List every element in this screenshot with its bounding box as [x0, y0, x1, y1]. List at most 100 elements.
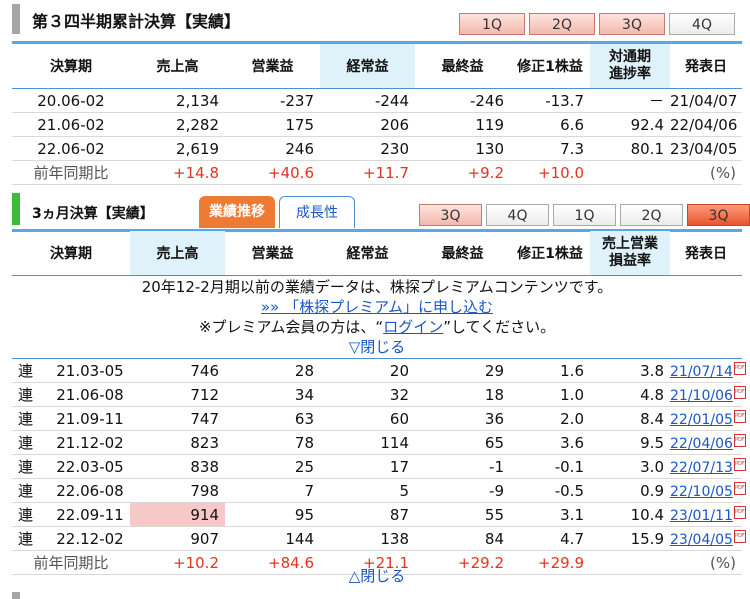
- col-margin: 売上営業 損益率: [590, 231, 670, 276]
- date-cell: 21/10/06 PDF: [670, 382, 746, 407]
- net: 84: [415, 526, 510, 551]
- date-link[interactable]: 21/07/14: [670, 363, 733, 380]
- date-link[interactable]: 22/01/05: [670, 411, 733, 428]
- tab-2q[interactable]: 2Q: [529, 13, 595, 35]
- col-progress: 対通期 進捗率: [590, 44, 670, 89]
- net: 18: [415, 382, 510, 407]
- period: 21.06-02: [12, 112, 130, 137]
- tab-growth[interactable]: 成長性: [279, 196, 355, 228]
- col-period: 決算期: [12, 231, 130, 276]
- date-link[interactable]: 21/10/06: [670, 387, 733, 404]
- tab-1q[interactable]: 1Q: [553, 204, 616, 226]
- tab-4q[interactable]: 4Q: [669, 13, 735, 35]
- margin: 3.0: [590, 454, 670, 479]
- eps: 1.0: [510, 382, 590, 407]
- date-link[interactable]: 22/04/06: [670, 435, 733, 452]
- col-ordinary: 経常益: [320, 231, 415, 276]
- date: 21/04/07: [670, 88, 742, 113]
- section1-title: 第３四半期累計決算【実績】: [32, 12, 241, 31]
- col-eps: 修正1株益: [510, 44, 590, 89]
- ordinary: 138: [320, 526, 415, 551]
- pdf-icon[interactable]: PDF: [733, 361, 746, 375]
- margin: 15.9: [590, 526, 670, 551]
- table-row: 連 21.03-05 746 28 20 29 1.6 3.8 21/07/14 PDF: [12, 358, 746, 383]
- col-ordinary: 経常益: [320, 44, 415, 89]
- period: 22.06-02: [12, 136, 130, 161]
- section1-divider: [12, 41, 742, 44]
- pdf-icon[interactable]: PDF: [733, 409, 746, 423]
- table-row: 連 21.06-08 712 34 32 18 1.0 4.8 21/10/06 PDF: [12, 382, 746, 407]
- pdf-icon[interactable]: PDF: [733, 433, 746, 447]
- ordinary: -244: [320, 88, 415, 113]
- ordinary: 87: [320, 502, 415, 527]
- tab-3q-prev[interactable]: 3Q: [419, 204, 482, 226]
- section2-accent-bar: [12, 193, 20, 225]
- compare-operating: +40.6: [225, 160, 320, 185]
- table-row: 22.06-02 2,619 246 230 130 7.3 80.1 23/0…: [12, 136, 742, 161]
- login-notice-pre: ※プレミアム会員の方は、“: [198, 318, 384, 336]
- date-link[interactable]: 22/07/13: [670, 459, 733, 476]
- col-sales: 売上高: [130, 44, 225, 89]
- tab-3q[interactable]: 3Q: [599, 13, 665, 35]
- date-link[interactable]: 23/01/11: [670, 507, 733, 524]
- table-row: 連 21.12-02 823 78 114 65 3.6 9.5 22/04/06 PDF: [12, 430, 746, 455]
- pdf-icon[interactable]: PDF: [733, 457, 746, 471]
- col-net: 最終益: [415, 231, 510, 276]
- period: 21.12-02: [50, 430, 130, 455]
- close-bottom-link[interactable]: △閉じる: [348, 567, 406, 585]
- period: 22.06-08: [50, 478, 130, 503]
- margin: 10.4: [590, 502, 670, 527]
- table-row: 21.06-02 2,282 175 206 119 6.6 92.4 22/0…: [12, 112, 742, 137]
- period: 20.06-02: [12, 88, 130, 113]
- compare-unit: (%): [670, 160, 742, 185]
- date-cell: 22/10/05 PDF: [670, 478, 746, 503]
- period: 22.09-11: [50, 502, 130, 527]
- compare-net: +29.2: [415, 550, 510, 575]
- sales: 2,134: [130, 88, 225, 113]
- compare-eps: +29.9: [510, 550, 590, 575]
- compare-sales: +10.2: [130, 550, 225, 575]
- tab-performance[interactable]: 業績推移: [199, 196, 275, 228]
- net: 29: [415, 358, 510, 383]
- period: 21.09-11: [50, 406, 130, 431]
- consolidated-mark: 連: [12, 358, 50, 383]
- consolidated-mark: 連: [12, 454, 50, 479]
- tab-2q[interactable]: 2Q: [620, 204, 683, 226]
- ordinary: 32: [320, 382, 415, 407]
- sales: 838: [130, 454, 225, 479]
- date: 23/04/05: [670, 136, 742, 161]
- col-eps: 修正1株益: [510, 231, 590, 276]
- close-top-link[interactable]: ▽閉じる: [348, 338, 406, 356]
- ordinary: 206: [320, 112, 415, 137]
- premium-signup-link[interactable]: »» 「株探プレミアム」に申し込む: [260, 298, 494, 316]
- sales: 914: [130, 502, 225, 527]
- tab-1q[interactable]: 1Q: [459, 13, 525, 35]
- tab-4q[interactable]: 4Q: [486, 204, 549, 226]
- table-row: 連 22.12-02 907 144 138 84 4.7 15.9 23/04/05 PDF: [12, 526, 746, 551]
- col-period: 決算期: [12, 44, 130, 89]
- pdf-icon[interactable]: PDF: [733, 505, 746, 519]
- eps: 3.6: [510, 430, 590, 455]
- section1-header: 第３四半期累計決算【実績】 1Q 2Q 3Q 4Q: [12, 4, 737, 35]
- tab-3q-current[interactable]: 3Q: [687, 204, 750, 226]
- sales: 746: [130, 358, 225, 383]
- col-net: 最終益: [415, 44, 510, 89]
- pdf-icon[interactable]: PDF: [733, 481, 746, 495]
- operating: 144: [225, 526, 320, 551]
- sales: 2,282: [130, 112, 225, 137]
- login-link[interactable]: ログイン: [383, 318, 444, 336]
- sales: 712: [130, 382, 225, 407]
- operating: 246: [225, 136, 320, 161]
- operating: 7: [225, 478, 320, 503]
- margin: 4.8: [590, 382, 670, 407]
- sales: 907: [130, 526, 225, 551]
- pdf-icon[interactable]: PDF: [733, 529, 746, 543]
- consolidated-mark: 連: [12, 478, 50, 503]
- pdf-icon[interactable]: PDF: [733, 385, 746, 399]
- next-section-accent-bar: [12, 592, 20, 599]
- date-link[interactable]: 22/10/05: [670, 483, 733, 500]
- compare-ordinary: +21.1: [320, 550, 415, 575]
- date-link[interactable]: 23/04/05: [670, 531, 733, 548]
- net: -9: [415, 478, 510, 503]
- period: 21.06-08: [50, 382, 130, 407]
